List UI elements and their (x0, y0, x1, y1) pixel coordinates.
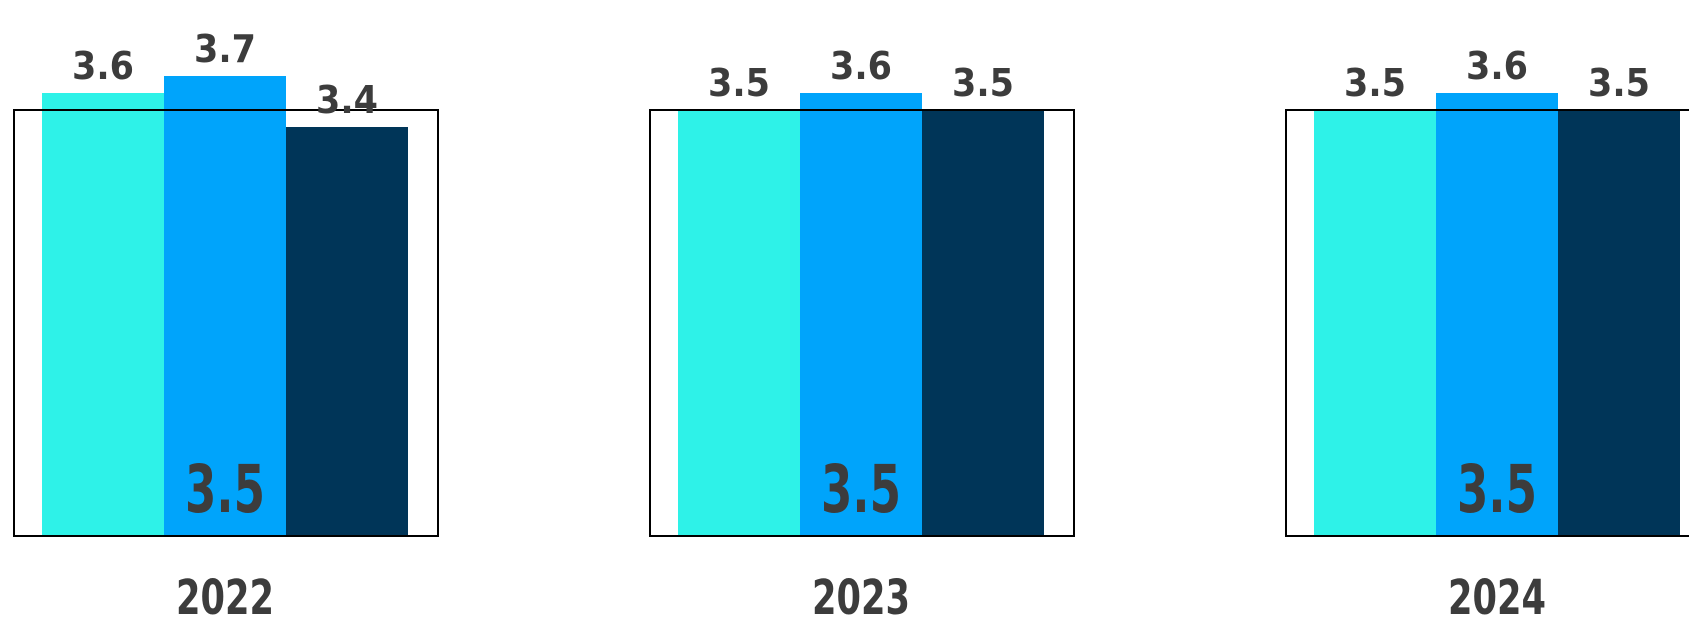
average-box-2024 (1285, 109, 1689, 537)
average-label-2024: 3.5 (1457, 451, 1537, 528)
bar-2024-1 (1314, 110, 1436, 536)
average-box-2022 (13, 109, 439, 537)
bar-2023-1 (678, 110, 800, 536)
bar-2024-2 (1436, 93, 1558, 536)
year-label-2024: 2024 (1448, 570, 1546, 621)
bar-2022-3 (286, 127, 408, 536)
year-label-2023: 2023 (812, 570, 910, 621)
year-label-2022: 2022 (176, 570, 274, 621)
bar-2023-3 (922, 110, 1044, 536)
bar-value-label-2023-3: 3.5 (952, 61, 1014, 105)
bar-value-label-2023-1: 3.5 (708, 61, 770, 105)
bar-value-label-2024-3: 3.5 (1588, 61, 1650, 105)
bar-2022-2 (164, 76, 286, 536)
average-label-2023: 3.5 (821, 451, 901, 528)
bar-2023-2 (800, 93, 922, 536)
year-group-2022: 3.6 3.7 3.4 3.5 2022 (13, 27, 439, 621)
bar-2024-3 (1558, 110, 1680, 536)
bar-value-label-2022-3: 3.4 (316, 78, 378, 122)
bar-value-label-2022-2: 3.7 (194, 27, 256, 71)
bar-value-label-2023-2: 3.6 (830, 44, 892, 88)
year-group-2023: 3.5 3.6 3.5 3.5 2023 (649, 44, 1075, 621)
bar-value-label-2024-2: 3.6 (1466, 44, 1528, 88)
bar-value-label-2022-1: 3.6 (72, 44, 134, 88)
average-label-2022: 3.5 (185, 451, 265, 528)
bar-2022-1 (42, 93, 164, 536)
average-box-2023 (649, 109, 1075, 537)
bar-value-label-2024-1: 3.5 (1344, 61, 1406, 105)
year-group-2024: 3.5 3.6 3.5 3.5 2024 (1285, 44, 1689, 621)
